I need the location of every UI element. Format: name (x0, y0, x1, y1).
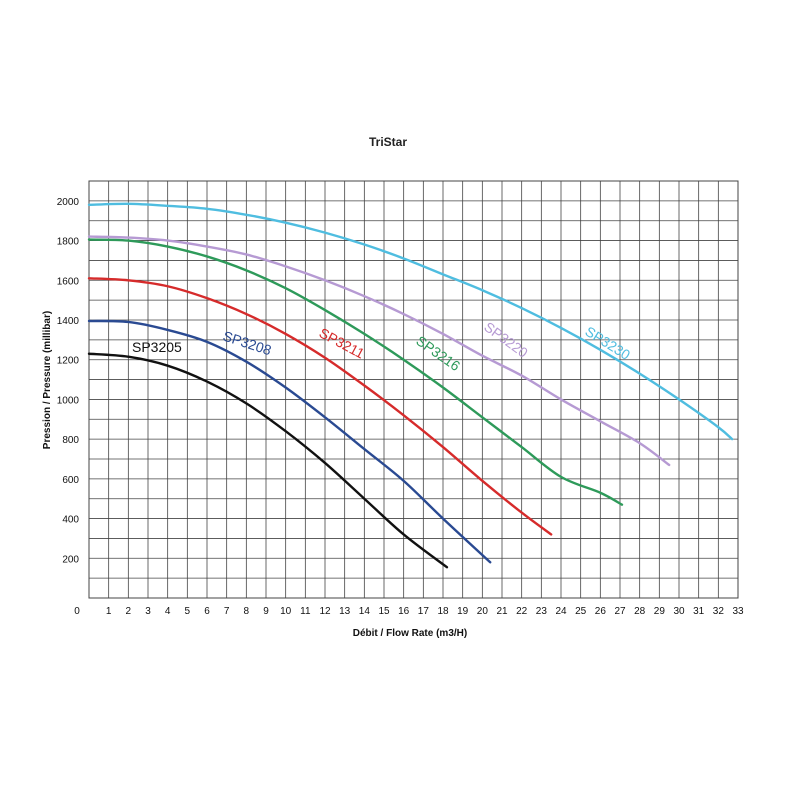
x-tick-label: 16 (398, 606, 410, 617)
x-tick-label: 3 (145, 606, 151, 617)
x-tick-label: 22 (516, 606, 528, 617)
curve-label-sp3205: SP3205 (132, 339, 182, 355)
x-tick-label: 11 (300, 606, 311, 617)
x-tick-label: 25 (575, 606, 587, 617)
x-tick-label: 21 (496, 606, 508, 617)
x-tick-label: 12 (319, 606, 331, 617)
curve-sp3216 (87, 238, 624, 506)
y-axis-label: Pression / Pressure (millibar) (42, 311, 53, 449)
x-axis-ticks: 0 1 2 3 4 5 6 7 8 9 10 11 12 13 14 15 16 17 18 19 20 21 22 23 24… (74, 606, 744, 617)
y-tick-label: 2000 (57, 197, 80, 208)
y-tick-label: 1600 (57, 276, 80, 287)
x-tick-label: 33 (732, 606, 744, 617)
curve-sp3220 (87, 235, 671, 467)
x-tick-label: 23 (536, 606, 548, 617)
x-tick-label: 32 (713, 606, 725, 617)
y-tick-label: 1800 (57, 237, 80, 248)
curve-sp3205 (87, 352, 449, 569)
curve-sp3208 (87, 319, 492, 564)
x-tick-label: 19 (457, 606, 469, 617)
x-tick-label: 10 (280, 606, 292, 617)
x-tick-label: 24 (555, 606, 567, 617)
x-tick-label: 17 (418, 606, 430, 617)
x-tick-label: 28 (634, 606, 646, 617)
chart-title: TriStar (369, 135, 407, 149)
x-tick-label: 14 (359, 606, 371, 617)
x-tick-label: 18 (437, 606, 449, 617)
x-tick-label: 7 (224, 606, 230, 617)
y-tick-label: 1000 (57, 395, 80, 406)
curve-sp3230 (87, 202, 734, 441)
y-tick-label: 600 (62, 475, 79, 486)
x-axis-label: Débit / Flow Rate (m3/H) (353, 628, 467, 639)
curve-sp3211 (87, 277, 553, 536)
y-tick-label: 1400 (57, 316, 80, 327)
x-tick-label: 27 (614, 606, 626, 617)
x-tick-label: 1 (106, 606, 112, 617)
x-tick-label: 13 (339, 606, 351, 617)
x-tick-label: 29 (654, 606, 666, 617)
y-tick-label: 800 (62, 435, 79, 446)
curves (87, 202, 734, 569)
x-tick-label: 26 (595, 606, 607, 617)
x-tick-label: 4 (165, 606, 171, 617)
x-tick-label: 2 (126, 606, 132, 617)
curve-label-sp3216: SP3216 (413, 332, 463, 374)
x-tick-label: 15 (378, 606, 390, 617)
x-tick-label: 0 (74, 606, 80, 617)
x-tick-label: 9 (263, 606, 269, 617)
x-tick-label: 5 (185, 606, 191, 617)
y-axis-ticks: 200 400 600 800 1000 1200 1400 1600 1800 2000 (57, 197, 80, 565)
x-tick-label: 8 (244, 606, 250, 617)
x-tick-label: 20 (477, 606, 489, 617)
x-tick-label: 6 (204, 606, 210, 617)
y-tick-label: 200 (62, 554, 79, 565)
grid (88, 180, 739, 599)
x-tick-label: 31 (693, 606, 705, 617)
y-tick-label: 400 (62, 515, 79, 526)
x-tick-label: 30 (673, 606, 685, 617)
y-tick-label: 1200 (57, 356, 80, 367)
